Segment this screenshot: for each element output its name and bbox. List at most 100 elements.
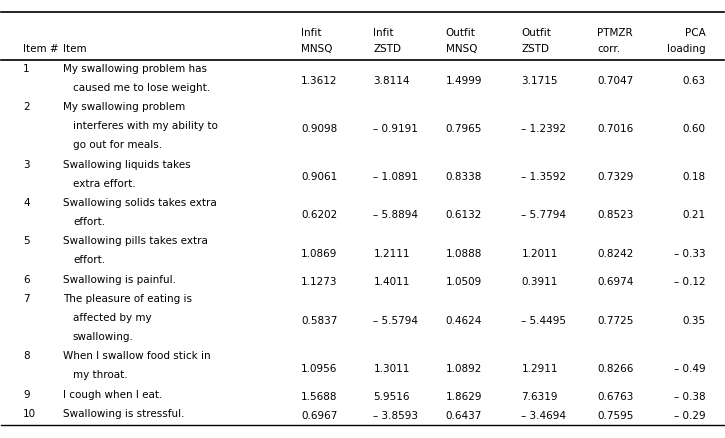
Text: ZSTD: ZSTD (521, 44, 550, 54)
Text: Swallowing pills takes extra: Swallowing pills takes extra (63, 237, 207, 246)
Text: caused me to lose weight.: caused me to lose weight. (73, 83, 210, 93)
Text: 0.7965: 0.7965 (446, 124, 482, 134)
Text: 1.0888: 1.0888 (446, 248, 482, 258)
Text: 2: 2 (23, 102, 30, 112)
Text: 1.0509: 1.0509 (446, 277, 482, 287)
Text: 5.9516: 5.9516 (373, 392, 410, 403)
Text: – 1.0891: – 1.0891 (373, 172, 418, 182)
Text: 1.2011: 1.2011 (521, 248, 558, 258)
Text: – 1.2392: – 1.2392 (521, 124, 566, 134)
Text: 1.2111: 1.2111 (373, 248, 410, 258)
Text: – 0.38: – 0.38 (674, 392, 705, 403)
Text: effort.: effort. (73, 255, 105, 265)
Text: Outfit: Outfit (446, 28, 476, 38)
Text: 0.8523: 0.8523 (597, 210, 634, 220)
Text: 0.4624: 0.4624 (446, 316, 482, 325)
Text: 0.6202: 0.6202 (301, 210, 337, 220)
Text: When I swallow food stick in: When I swallow food stick in (63, 351, 210, 361)
Text: 1.3612: 1.3612 (301, 76, 338, 86)
Text: 0.8266: 0.8266 (597, 364, 634, 374)
Text: – 0.12: – 0.12 (674, 277, 705, 287)
Text: Item: Item (63, 44, 86, 54)
Text: MNSQ: MNSQ (446, 44, 477, 54)
Text: 1.0869: 1.0869 (301, 248, 337, 258)
Text: Outfit: Outfit (521, 28, 551, 38)
Text: Infit: Infit (301, 28, 322, 38)
Text: 0.8242: 0.8242 (597, 248, 634, 258)
Text: 3.8114: 3.8114 (373, 76, 410, 86)
Text: 0.7047: 0.7047 (597, 76, 634, 86)
Text: The pleasure of eating is: The pleasure of eating is (63, 294, 192, 304)
Text: 0.60: 0.60 (682, 124, 705, 134)
Text: PCA: PCA (685, 28, 705, 38)
Text: 0.21: 0.21 (682, 210, 705, 220)
Text: MNSQ: MNSQ (301, 44, 333, 54)
Text: 7: 7 (23, 294, 30, 304)
Text: 0.7595: 0.7595 (597, 411, 634, 421)
Text: extra effort.: extra effort. (73, 179, 136, 189)
Text: interferes with my ability to: interferes with my ability to (73, 121, 218, 131)
Text: 1: 1 (23, 64, 30, 74)
Text: 0.3911: 0.3911 (521, 277, 558, 287)
Text: Swallowing solids takes extra: Swallowing solids takes extra (63, 198, 217, 208)
Text: – 1.3592: – 1.3592 (521, 172, 566, 182)
Text: 10: 10 (23, 409, 36, 419)
Text: 0.7329: 0.7329 (597, 172, 634, 182)
Text: 0.18: 0.18 (682, 172, 705, 182)
Text: 1.4999: 1.4999 (446, 76, 482, 86)
Text: 9: 9 (23, 390, 30, 399)
Text: go out for meals.: go out for meals. (73, 141, 162, 151)
Text: 1.3011: 1.3011 (373, 364, 410, 374)
Text: Infit: Infit (373, 28, 394, 38)
Text: my throat.: my throat. (73, 371, 128, 381)
Text: 1.4011: 1.4011 (373, 277, 410, 287)
Text: 0.9098: 0.9098 (301, 124, 337, 134)
Text: ZSTD: ZSTD (373, 44, 402, 54)
Text: 3.1715: 3.1715 (521, 76, 558, 86)
Text: – 0.9191: – 0.9191 (373, 124, 418, 134)
Text: 0.7016: 0.7016 (597, 124, 634, 134)
Text: 7.6319: 7.6319 (521, 392, 558, 403)
Text: 5: 5 (23, 237, 30, 246)
Text: – 3.8593: – 3.8593 (373, 411, 418, 421)
Text: 1.5688: 1.5688 (301, 392, 338, 403)
Text: effort.: effort. (73, 217, 105, 227)
Text: – 5.8894: – 5.8894 (373, 210, 418, 220)
Text: – 5.4495: – 5.4495 (521, 316, 566, 325)
Text: 0.7725: 0.7725 (597, 316, 634, 325)
Text: Swallowing is stressful.: Swallowing is stressful. (63, 409, 184, 419)
Text: 0.35: 0.35 (682, 316, 705, 325)
Text: 8: 8 (23, 351, 30, 361)
Text: affected by my: affected by my (73, 313, 152, 323)
Text: My swallowing problem has: My swallowing problem has (63, 64, 207, 74)
Text: 0.6437: 0.6437 (446, 411, 482, 421)
Text: 0.6132: 0.6132 (446, 210, 482, 220)
Text: Item #: Item # (23, 44, 59, 54)
Text: Swallowing is painful.: Swallowing is painful. (63, 275, 175, 285)
Text: 0.6967: 0.6967 (301, 411, 337, 421)
Text: loading: loading (667, 44, 705, 54)
Text: PTMZR: PTMZR (597, 28, 633, 38)
Text: 0.8338: 0.8338 (446, 172, 482, 182)
Text: corr.: corr. (597, 44, 621, 54)
Text: 1.2911: 1.2911 (521, 364, 558, 374)
Text: 0.6974: 0.6974 (597, 277, 634, 287)
Text: 0.6763: 0.6763 (597, 392, 634, 403)
Text: – 0.49: – 0.49 (674, 364, 705, 374)
Text: – 5.7794: – 5.7794 (521, 210, 566, 220)
Text: 4: 4 (23, 198, 30, 208)
Text: 3: 3 (23, 159, 30, 170)
Text: – 0.33: – 0.33 (674, 248, 705, 258)
Text: 0.5837: 0.5837 (301, 316, 337, 325)
Text: I cough when I eat.: I cough when I eat. (63, 390, 162, 399)
Text: 1.0956: 1.0956 (301, 364, 337, 374)
Text: Swallowing liquids takes: Swallowing liquids takes (63, 159, 191, 170)
Text: swallowing.: swallowing. (73, 332, 134, 342)
Text: – 0.29: – 0.29 (674, 411, 705, 421)
Text: 0.63: 0.63 (682, 76, 705, 86)
Text: – 3.4694: – 3.4694 (521, 411, 566, 421)
Text: – 5.5794: – 5.5794 (373, 316, 418, 325)
Text: 6: 6 (23, 275, 30, 285)
Text: 0.9061: 0.9061 (301, 172, 337, 182)
Text: My swallowing problem: My swallowing problem (63, 102, 185, 112)
